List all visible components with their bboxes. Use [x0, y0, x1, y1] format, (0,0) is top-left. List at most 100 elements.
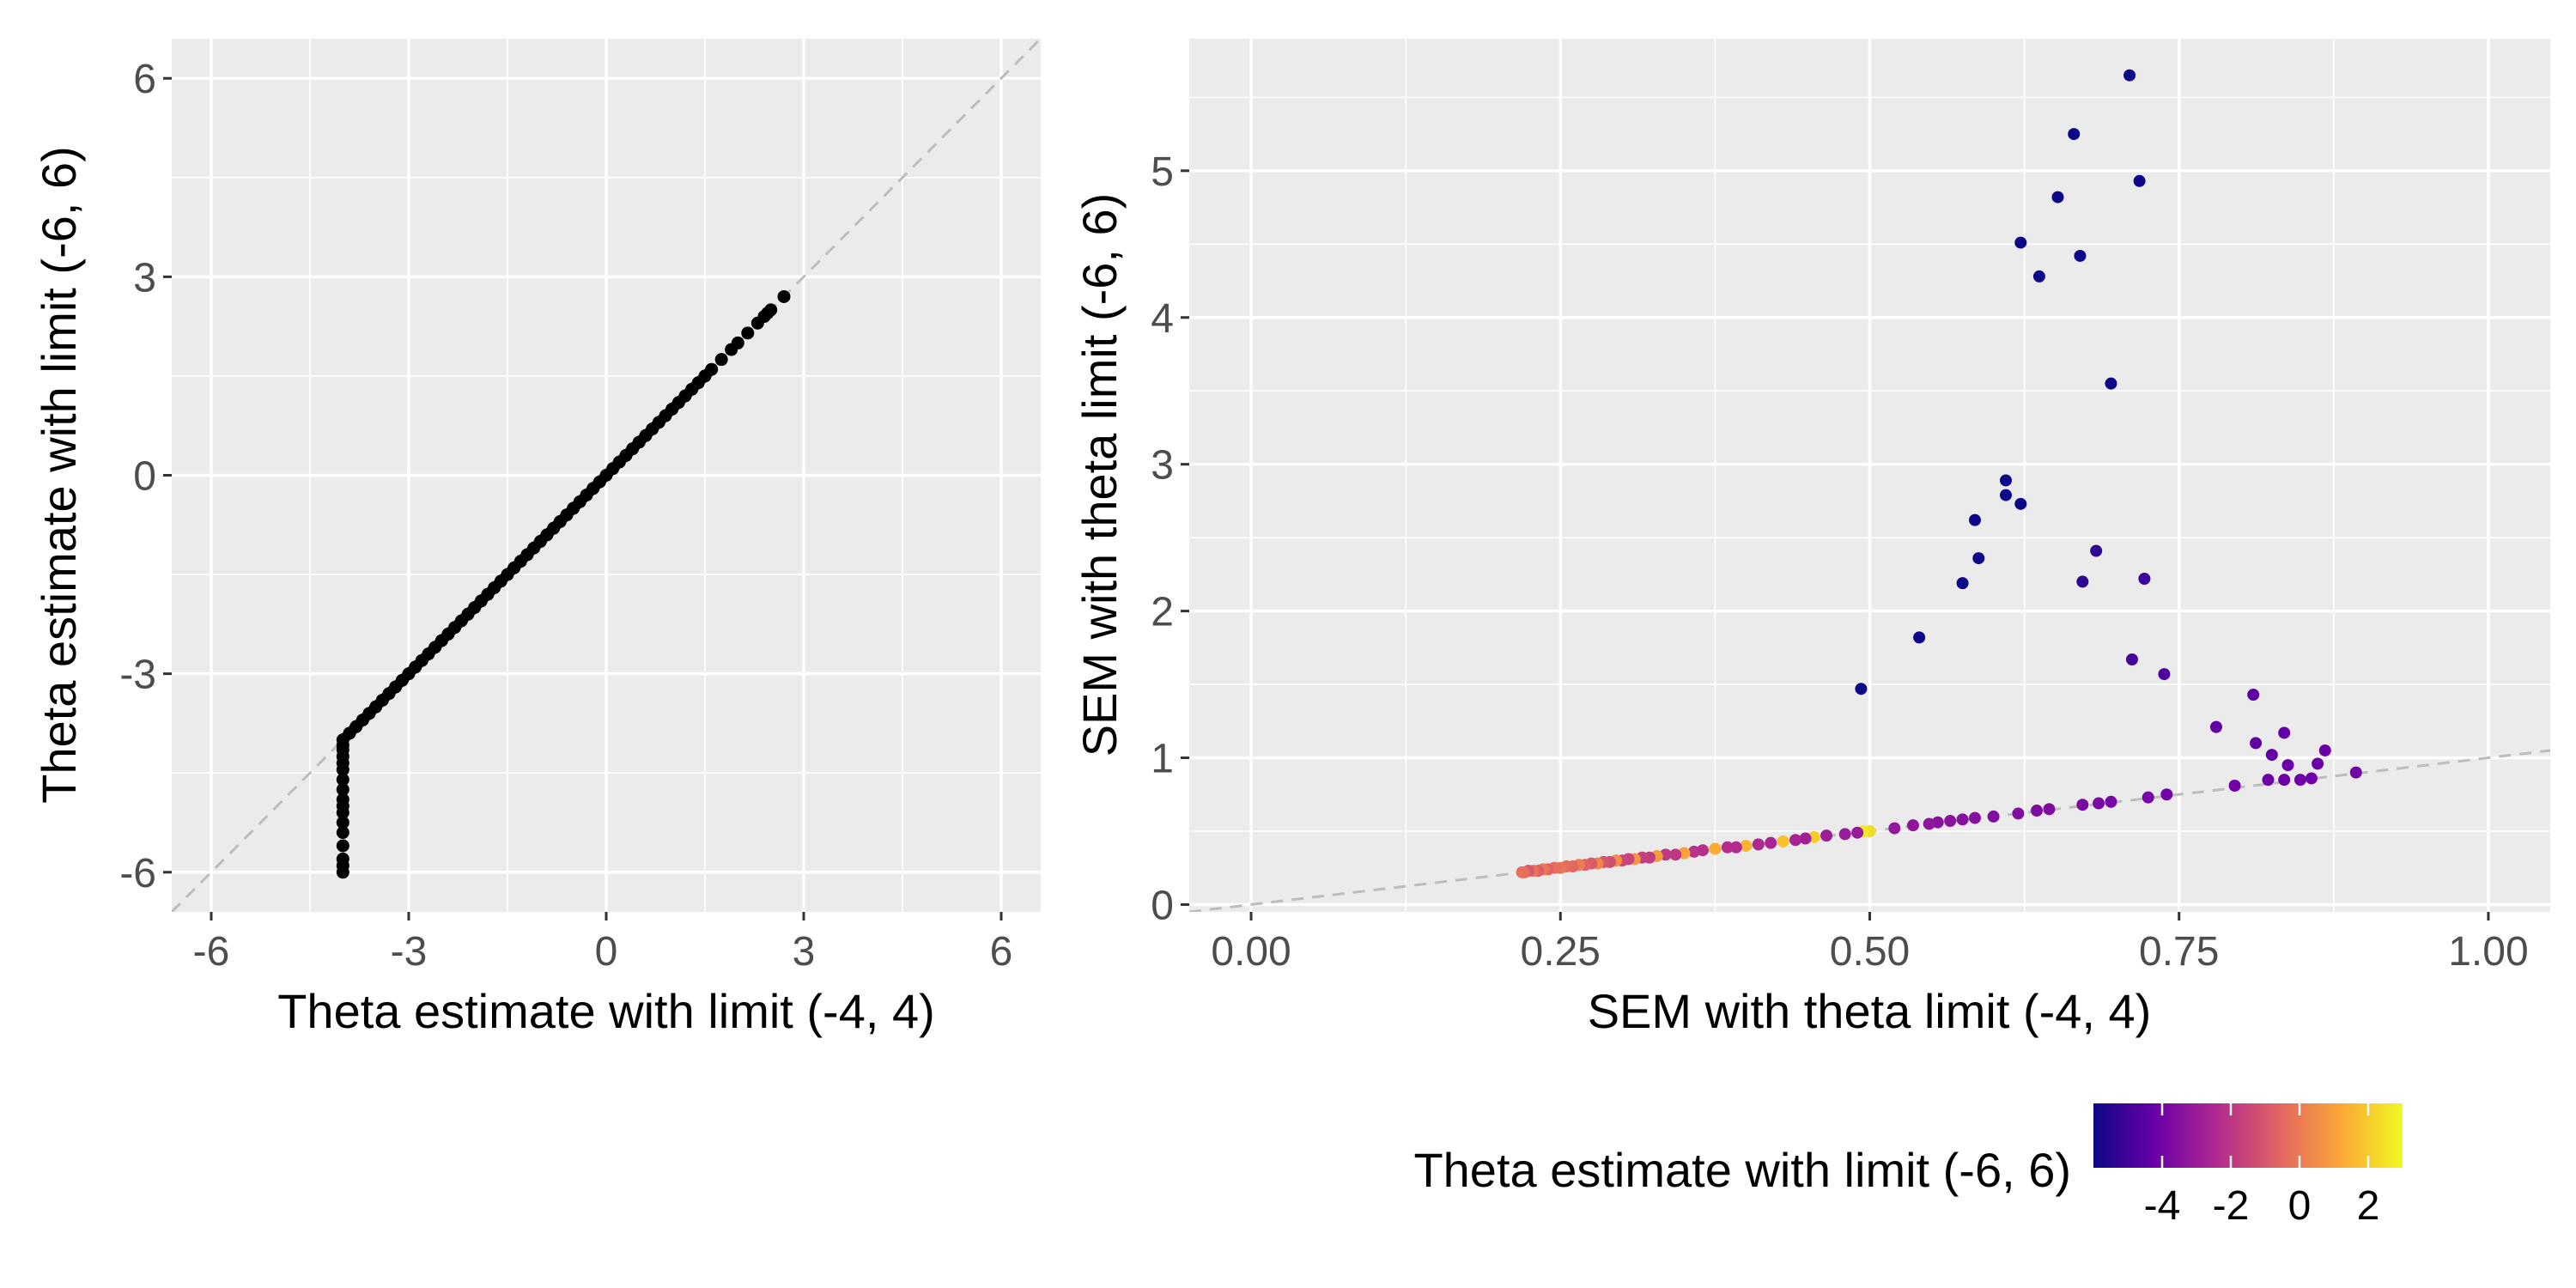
data-point [2138, 573, 2151, 586]
y-tick-label: 5 [1151, 149, 1174, 195]
right-points [1516, 69, 2362, 878]
data-point [2278, 774, 2291, 787]
data-point [2043, 803, 2056, 816]
y-tick-label: 0 [1151, 883, 1174, 928]
data-point [705, 362, 719, 376]
data-point [2158, 668, 2171, 681]
right-x-axis-title: SEM with theta limit (-4, 4) [1588, 984, 2152, 1038]
y-tick-label: 3 [1151, 443, 1174, 489]
y-tick-label: 3 [133, 255, 156, 301]
data-point [2105, 377, 2117, 390]
data-point [1956, 577, 1969, 590]
data-point [2123, 69, 2136, 82]
x-tick-label: 6 [990, 929, 1013, 975]
data-point [336, 852, 349, 866]
data-point [1968, 513, 1981, 526]
data-point [2278, 726, 2291, 739]
data-point [2125, 653, 2138, 666]
data-point [1987, 810, 2000, 823]
data-point [1956, 813, 1969, 826]
left-tick-labels: -6 -3 0 3 6 -6 -3 0 3 6 [119, 57, 1012, 975]
data-point [2076, 575, 2089, 588]
left-x-axis-title: Theta estimate with limit (-4, 4) [277, 984, 935, 1038]
data-point [2250, 737, 2263, 750]
y-tick-label: 1 [1151, 737, 1174, 782]
data-point [1851, 826, 1864, 839]
colorbar-tick-label: 0 [2288, 1183, 2312, 1229]
data-point [2105, 795, 2117, 808]
right-y-axis-title: SEM with theta limit (-6, 6) [1072, 193, 1127, 757]
data-point [2305, 772, 2318, 785]
data-point [2228, 780, 2241, 793]
y-tick-label: 0 [133, 454, 156, 500]
right-tick-labels: 0.00 0.25 0.50 0.75 1.00 0 1 2 3 4 5 [1151, 149, 2528, 975]
data-point [714, 353, 728, 367]
data-point [1923, 817, 1935, 830]
data-point [1721, 841, 1734, 854]
right-gridlines [1189, 39, 2550, 912]
data-point [2051, 191, 2064, 204]
data-point [336, 839, 349, 853]
right-panel: 0.00 0.25 0.50 0.75 1.00 0 1 2 3 4 5 SEM with thet… [1072, 39, 2550, 1038]
x-tick-label: 1.00 [2448, 929, 2528, 975]
data-point [1765, 836, 1777, 849]
data-point [741, 326, 755, 340]
data-point [1777, 835, 1789, 848]
data-point [2281, 759, 2294, 772]
data-point [336, 793, 349, 806]
data-point [2000, 474, 2012, 487]
x-tick-label: 0 [595, 929, 618, 975]
data-point [336, 782, 349, 796]
data-point [2262, 774, 2275, 787]
y-tick-label: 2 [1151, 590, 1174, 635]
data-point [1789, 834, 1802, 847]
data-point [1944, 815, 1957, 828]
data-point [336, 816, 349, 829]
data-point [2293, 774, 2306, 787]
y-tick-label: -6 [119, 851, 156, 896]
data-point [2012, 807, 2025, 820]
data-point [2032, 270, 2045, 283]
legend-title: Theta estimate with limit (-6, 6) [1413, 1143, 2071, 1197]
x-tick-label: 3 [793, 929, 816, 975]
left-y-axis-title: Theta estimate with limit (-6, 6) [32, 146, 86, 804]
colorbar-tick-label: -4 [2144, 1183, 2181, 1229]
colorbar-tick-label: 2 [2357, 1183, 2380, 1229]
y-tick-label: 4 [1151, 296, 1174, 342]
data-point [1838, 828, 1851, 841]
data-point [2133, 174, 2146, 187]
y-tick-label: -3 [119, 653, 156, 698]
data-point [2014, 497, 2027, 510]
data-point [2074, 249, 2087, 262]
data-point [336, 773, 349, 787]
data-point [777, 289, 791, 303]
data-point [2160, 788, 2173, 801]
data-point [1516, 866, 1528, 878]
data-point [2312, 757, 2324, 770]
colorbar [2093, 1103, 2403, 1168]
data-point [1968, 811, 1981, 824]
data-point [1729, 841, 1742, 854]
x-tick-label: 0.50 [1830, 929, 1910, 975]
data-point [2318, 744, 2331, 756]
data-point [1669, 848, 1682, 861]
data-point [2031, 805, 2044, 817]
colorbar-tick-label: -2 [2213, 1183, 2250, 1229]
y-tick-label: 6 [133, 57, 156, 102]
data-point [1820, 829, 1833, 842]
x-tick-label: 0.00 [1211, 929, 1291, 975]
colorbar-ticks: -4 -2 0 2 [2144, 1103, 2380, 1229]
data-point [2076, 799, 2089, 811]
data-point [1687, 845, 1700, 858]
data-point [2247, 689, 2260, 702]
data-point [2093, 797, 2105, 810]
x-tick-label: -6 [193, 929, 230, 975]
data-point [1709, 842, 1722, 855]
data-point [2349, 766, 2362, 779]
data-point [731, 336, 744, 349]
data-point [2068, 128, 2081, 141]
data-point [2142, 791, 2154, 804]
data-point [1972, 552, 1985, 565]
x-tick-label: 0.25 [1521, 929, 1601, 975]
